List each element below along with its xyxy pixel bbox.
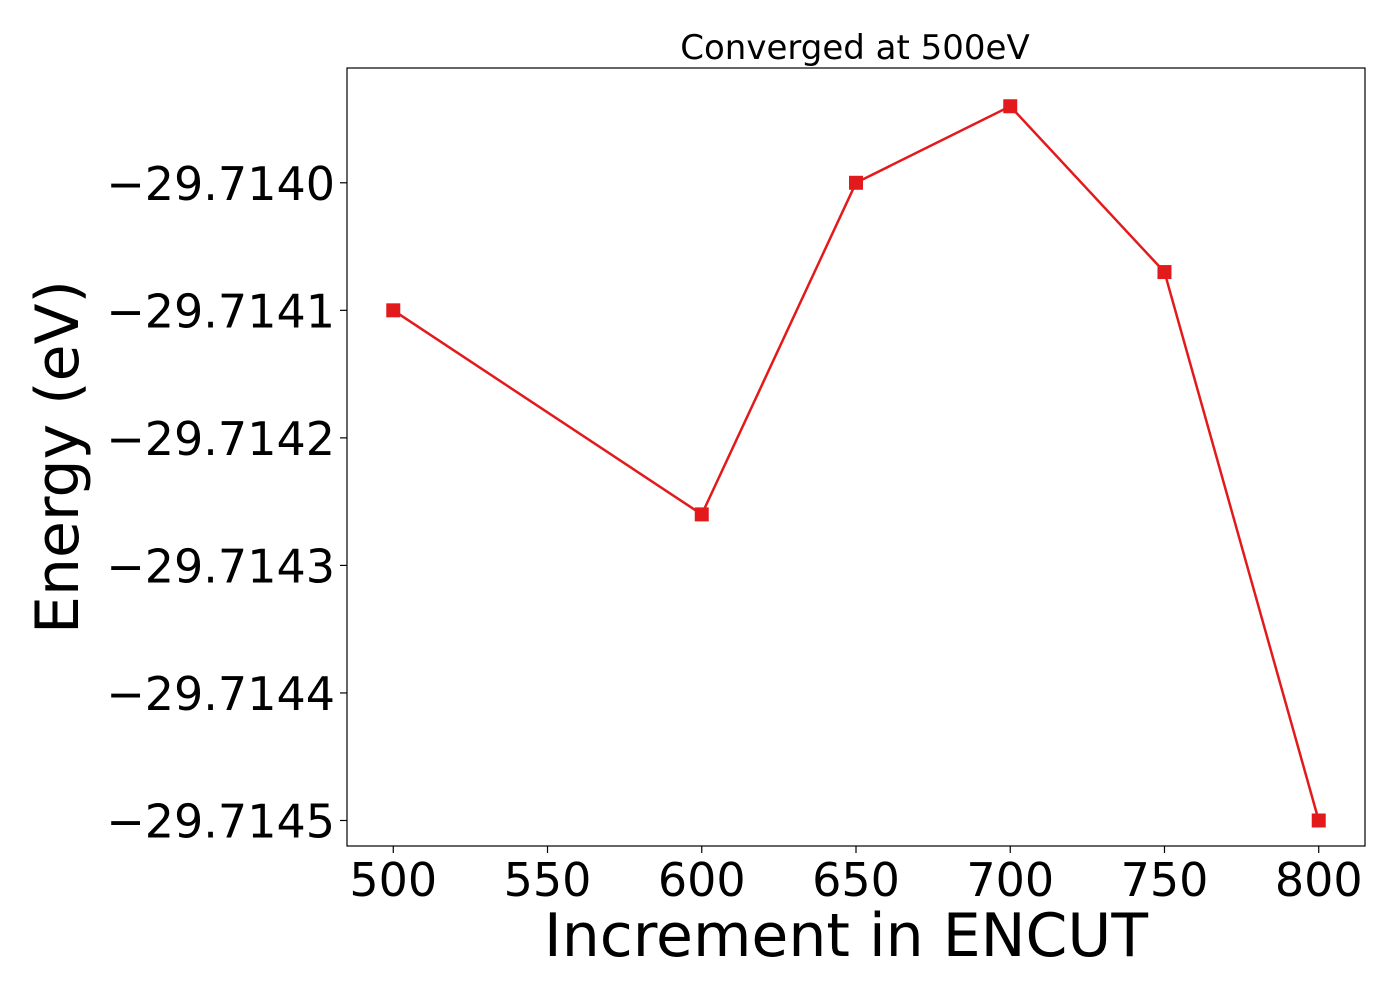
data-point-marker bbox=[1003, 99, 1018, 114]
x-tick-label: 800 bbox=[1275, 853, 1363, 907]
x-axis-ticks: 500 550 600 650 700 750 800 bbox=[349, 846, 1363, 907]
x-tick-label: 650 bbox=[812, 853, 900, 907]
x-tick-label: 750 bbox=[1121, 853, 1209, 907]
x-axis-label: Increment in ENCUT bbox=[544, 901, 1148, 971]
x-tick-label: 600 bbox=[658, 853, 746, 907]
chart-title: Converged at 500eV bbox=[680, 28, 1029, 68]
data-point-marker bbox=[1311, 813, 1326, 828]
data-point-marker bbox=[1157, 265, 1172, 280]
x-tick-label: 500 bbox=[349, 853, 437, 907]
axes-frame bbox=[346, 67, 1366, 847]
y-axis-ticks: −29.7140 −29.7141 −29.7142 −29.7143 −29.7144… bbox=[106, 157, 347, 848]
x-tick-label: 700 bbox=[966, 853, 1054, 907]
data-point-marker bbox=[386, 303, 401, 318]
y-axis-label: Energy (eV) bbox=[23, 280, 93, 634]
y-tick-label: −29.7143 bbox=[106, 539, 335, 593]
series-line bbox=[392, 104, 1320, 821]
y-tick-label: −29.7144 bbox=[106, 667, 335, 721]
series-layer bbox=[386, 99, 1326, 828]
x-tick-label: 550 bbox=[504, 853, 592, 907]
y-tick-label: −29.7145 bbox=[106, 794, 335, 848]
y-tick-label: −29.7140 bbox=[106, 157, 335, 211]
y-tick-label: −29.7141 bbox=[106, 284, 335, 338]
data-point-marker bbox=[849, 175, 863, 190]
data-point-marker bbox=[694, 507, 709, 522]
y-tick-label: −29.7142 bbox=[106, 412, 335, 466]
